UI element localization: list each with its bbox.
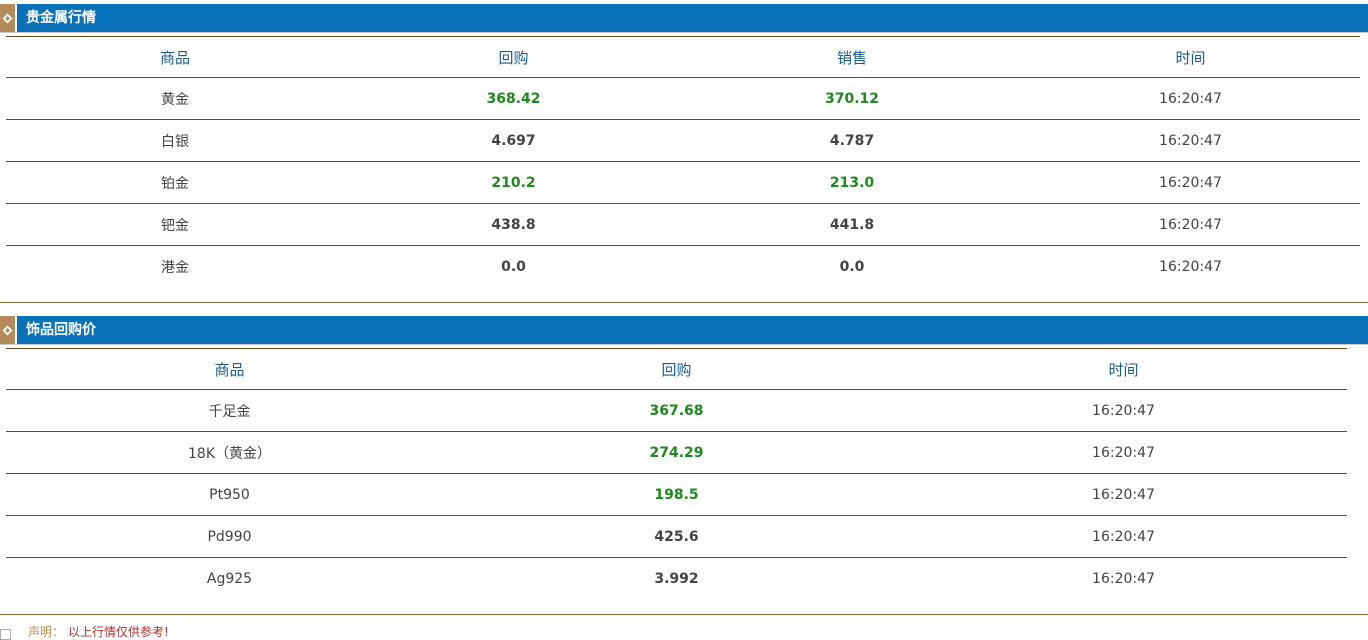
table-row: 铂金 210.2 213.0 16:20:47 xyxy=(6,161,1360,204)
jewelry-buyback-table: 商品 回购 时间 千足金 367.68 16:20:47 18K（黄金） 274… xyxy=(6,348,1347,599)
disclaimer: 声明： 以上行情仅供参考! xyxy=(0,624,400,640)
update-time: 16:20:47 xyxy=(1021,203,1360,246)
col-header-product: 商品 xyxy=(6,348,453,390)
table-header-row: 商品 回购 时间 xyxy=(6,348,1347,390)
buyback-price: 3.992 xyxy=(654,570,699,587)
product-name: 白银 xyxy=(6,119,344,162)
table-row: Ag925 3.992 16:20:47 xyxy=(6,558,1347,600)
sale-price: 441.8 xyxy=(683,203,1021,246)
jewelry-buyback-section: 饰品回购价 xyxy=(0,316,1368,345)
precious-metals-header: 贵金属行情 xyxy=(0,4,1368,33)
col-header-time: 时间 xyxy=(900,348,1347,390)
section-diamond-icon xyxy=(0,4,17,32)
update-time: 16:20:47 xyxy=(1021,119,1360,162)
table-header-row: 商品 回购 销售 时间 xyxy=(6,36,1360,78)
precious-metals-table: 商品 回购 销售 时间 黄金 368.42 370.12 16:20:47 白银… xyxy=(6,36,1360,287)
jewelry-buyback-header: 饰品回购价 xyxy=(0,316,1368,345)
table-row: 白银 4.697 4.787 16:20:47 xyxy=(6,119,1360,162)
table-row: 千足金 367.68 16:20:47 xyxy=(6,389,1347,432)
table-row: Pd990 425.6 16:20:47 xyxy=(6,515,1347,558)
buyback-price: 0.0 xyxy=(501,258,526,275)
update-time: 16:20:47 xyxy=(900,515,1347,558)
buyback-price: 274.29 xyxy=(453,431,900,474)
product-name: 铂金 xyxy=(6,161,344,204)
update-time: 16:20:47 xyxy=(900,431,1347,474)
product-name: 千足金 xyxy=(6,389,453,432)
buyback-price: 438.8 xyxy=(344,203,683,246)
section-divider xyxy=(0,302,1368,303)
sale-price: 0.0 xyxy=(839,258,865,275)
table-row: 港金 0.0 0.0 16:20:47 xyxy=(6,246,1360,288)
sale-price: 4.787 xyxy=(683,119,1021,162)
sale-price: 370.12 xyxy=(683,77,1021,120)
col-header-time: 时间 xyxy=(1021,36,1360,78)
update-time: 16:20:47 xyxy=(900,473,1347,516)
col-header-sale: 销售 xyxy=(683,36,1021,78)
product-name: Pd990 xyxy=(6,515,453,558)
disclaimer-label: 声明： xyxy=(28,625,65,639)
col-header-buyback: 回购 xyxy=(453,348,900,390)
update-time: 16:20:47 xyxy=(1092,570,1155,587)
jewelry-buyback-title: 饰品回购价 xyxy=(26,322,96,338)
precious-metals-title: 贵金属行情 xyxy=(26,10,96,26)
product-name: 黄金 xyxy=(6,77,344,120)
buyback-price: 425.6 xyxy=(453,515,900,558)
product-name: 港金 xyxy=(161,259,189,276)
col-header-buyback: 回购 xyxy=(344,36,683,78)
table-row: 钯金 438.8 441.8 16:20:47 xyxy=(6,203,1360,246)
product-name: 18K（黄金） xyxy=(6,431,453,474)
sale-price: 213.0 xyxy=(683,161,1021,204)
update-time: 16:20:47 xyxy=(1159,258,1222,275)
disclaimer-checkbox[interactable] xyxy=(0,629,11,640)
section-diamond-icon xyxy=(0,316,17,344)
product-name: Pt950 xyxy=(6,473,453,516)
buyback-price: 367.68 xyxy=(453,389,900,432)
update-time: 16:20:47 xyxy=(900,389,1347,432)
product-name: Ag925 xyxy=(206,570,253,587)
product-name: 钯金 xyxy=(6,203,344,246)
buyback-price: 368.42 xyxy=(344,77,683,120)
buyback-price: 4.697 xyxy=(344,119,683,162)
update-time: 16:20:47 xyxy=(1021,161,1360,204)
table-row: Pt950 198.5 16:20:47 xyxy=(6,473,1347,516)
table-row: 黄金 368.42 370.12 16:20:47 xyxy=(6,77,1360,120)
col-header-product: 商品 xyxy=(6,36,344,78)
disclaimer-text: 以上行情仅供参考! xyxy=(68,625,169,639)
section-divider xyxy=(0,614,1368,615)
buyback-price: 198.5 xyxy=(453,473,900,516)
update-time: 16:20:47 xyxy=(1021,77,1360,120)
table-row: 18K（黄金） 274.29 16:20:47 xyxy=(6,431,1347,474)
buyback-price: 210.2 xyxy=(344,161,683,204)
precious-metals-section: 贵金属行情 xyxy=(0,4,1368,33)
